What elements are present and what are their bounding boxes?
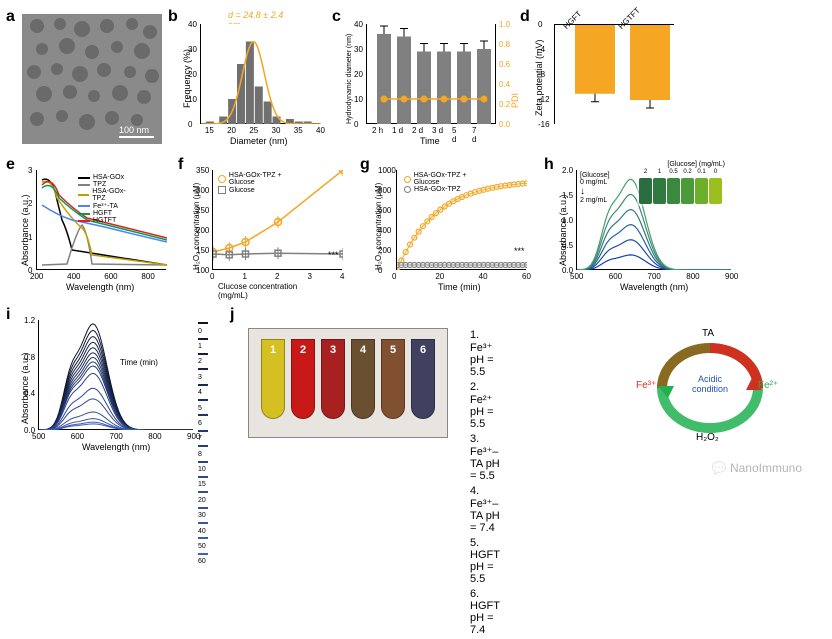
panel-i-ylabel: Absorbance (a.u.) (20, 352, 30, 424)
cycle-center: Acidic condition (684, 374, 736, 394)
panel-g-label: g (360, 156, 370, 174)
panel-f-sig: *** (328, 250, 339, 260)
panel-i-xlabel: Wavelength (nm) (82, 442, 150, 452)
panel-h-ylabel: Absorbance (a.u.) (558, 194, 568, 266)
panel-b-chart (200, 24, 320, 124)
condition-line: 2. Fe²⁺ pH = 5.5 (470, 381, 500, 430)
panel-g-sig: *** (514, 246, 525, 256)
legend-item: HSA-GOx-TPZ (78, 188, 136, 202)
panel-f-xlabel: Clucose concentration (mg/mL) (218, 282, 308, 300)
panel-e-label: e (6, 156, 15, 174)
panel-c-chart (366, 24, 496, 124)
panel-c-xlabel: Time (420, 136, 440, 146)
panel-b-label: b (168, 8, 178, 26)
panel-h-inset: 210.50.20.10 (637, 172, 729, 206)
panel-f-label: f (178, 156, 183, 174)
tube: 2 (291, 339, 315, 419)
tube: 6 (411, 339, 435, 419)
tube: 3 (321, 339, 345, 419)
cycle-fe3: Fe³⁺ (636, 380, 656, 391)
panel-j-label: j (230, 306, 234, 324)
tube: 5 (381, 339, 405, 419)
condition-line: 4. Fe³⁺–TA pH = 7.4 (470, 485, 500, 534)
panel-h-xlabel: Wavelength (nm) (620, 282, 688, 292)
cycle-diagram: TA Fe²⁺ Fe³⁺ H₂O₂ Acidic condition (640, 328, 780, 448)
panel-g-xlabel: Time (min) (438, 282, 481, 292)
panel-i-label: i (6, 306, 10, 324)
scalebar-text: 100 nm (119, 125, 149, 135)
cycle-ta: TA (702, 328, 714, 339)
watermark: 💬 NanoImmuno (712, 461, 802, 475)
panel-h-label: h (544, 156, 554, 174)
legend-item: TPZ (78, 181, 136, 188)
condition-line: 3. Fe³⁺–TA pH = 5.5 (470, 433, 500, 482)
panel-c-ylabel-right: PDI (510, 93, 520, 108)
inset-label: [Glucose] (mg/mL) (667, 161, 725, 168)
panel-i-chart (38, 320, 193, 430)
tube: 1 (261, 339, 285, 419)
condition-line: 5. HGFT pH = 5.5 (470, 537, 500, 585)
cycle-fe2: Fe²⁺ (758, 380, 778, 391)
tem-image: 100 nm (22, 14, 162, 144)
panel-i-legend-title: Time (min) (120, 358, 158, 367)
panel-d-chart (554, 24, 674, 124)
tubes-photo: 123456 (248, 328, 448, 438)
tube: 4 (351, 339, 375, 419)
condition-line: 6. HGFT pH = 7.4 (470, 588, 500, 636)
legend-item: HGTFT (78, 217, 136, 224)
panel-h-ann: [Glucose] 0 mg/mL ↓ 2 mg/mL (580, 172, 610, 204)
panel-e-xlabel: Wavelength (nm) (66, 282, 134, 292)
condition-line: 1. Fe³⁺ pH = 5.5 (470, 329, 500, 378)
panel-a-label: a (6, 8, 15, 26)
legend-item: HSA-GOx (78, 174, 136, 181)
panel-c-ylabel-left: Hydrodynamic diameter (nm) (346, 34, 353, 124)
panel-c-label: c (332, 8, 341, 26)
panel-d-label: d (520, 8, 530, 26)
cycle-h2o2: H₂O₂ (696, 432, 719, 443)
legend-item: HGFT (78, 210, 136, 217)
legend-item: Fe³⁺-TA (78, 202, 136, 210)
panel-b-xlabel: Diameter (nm) (230, 136, 288, 146)
